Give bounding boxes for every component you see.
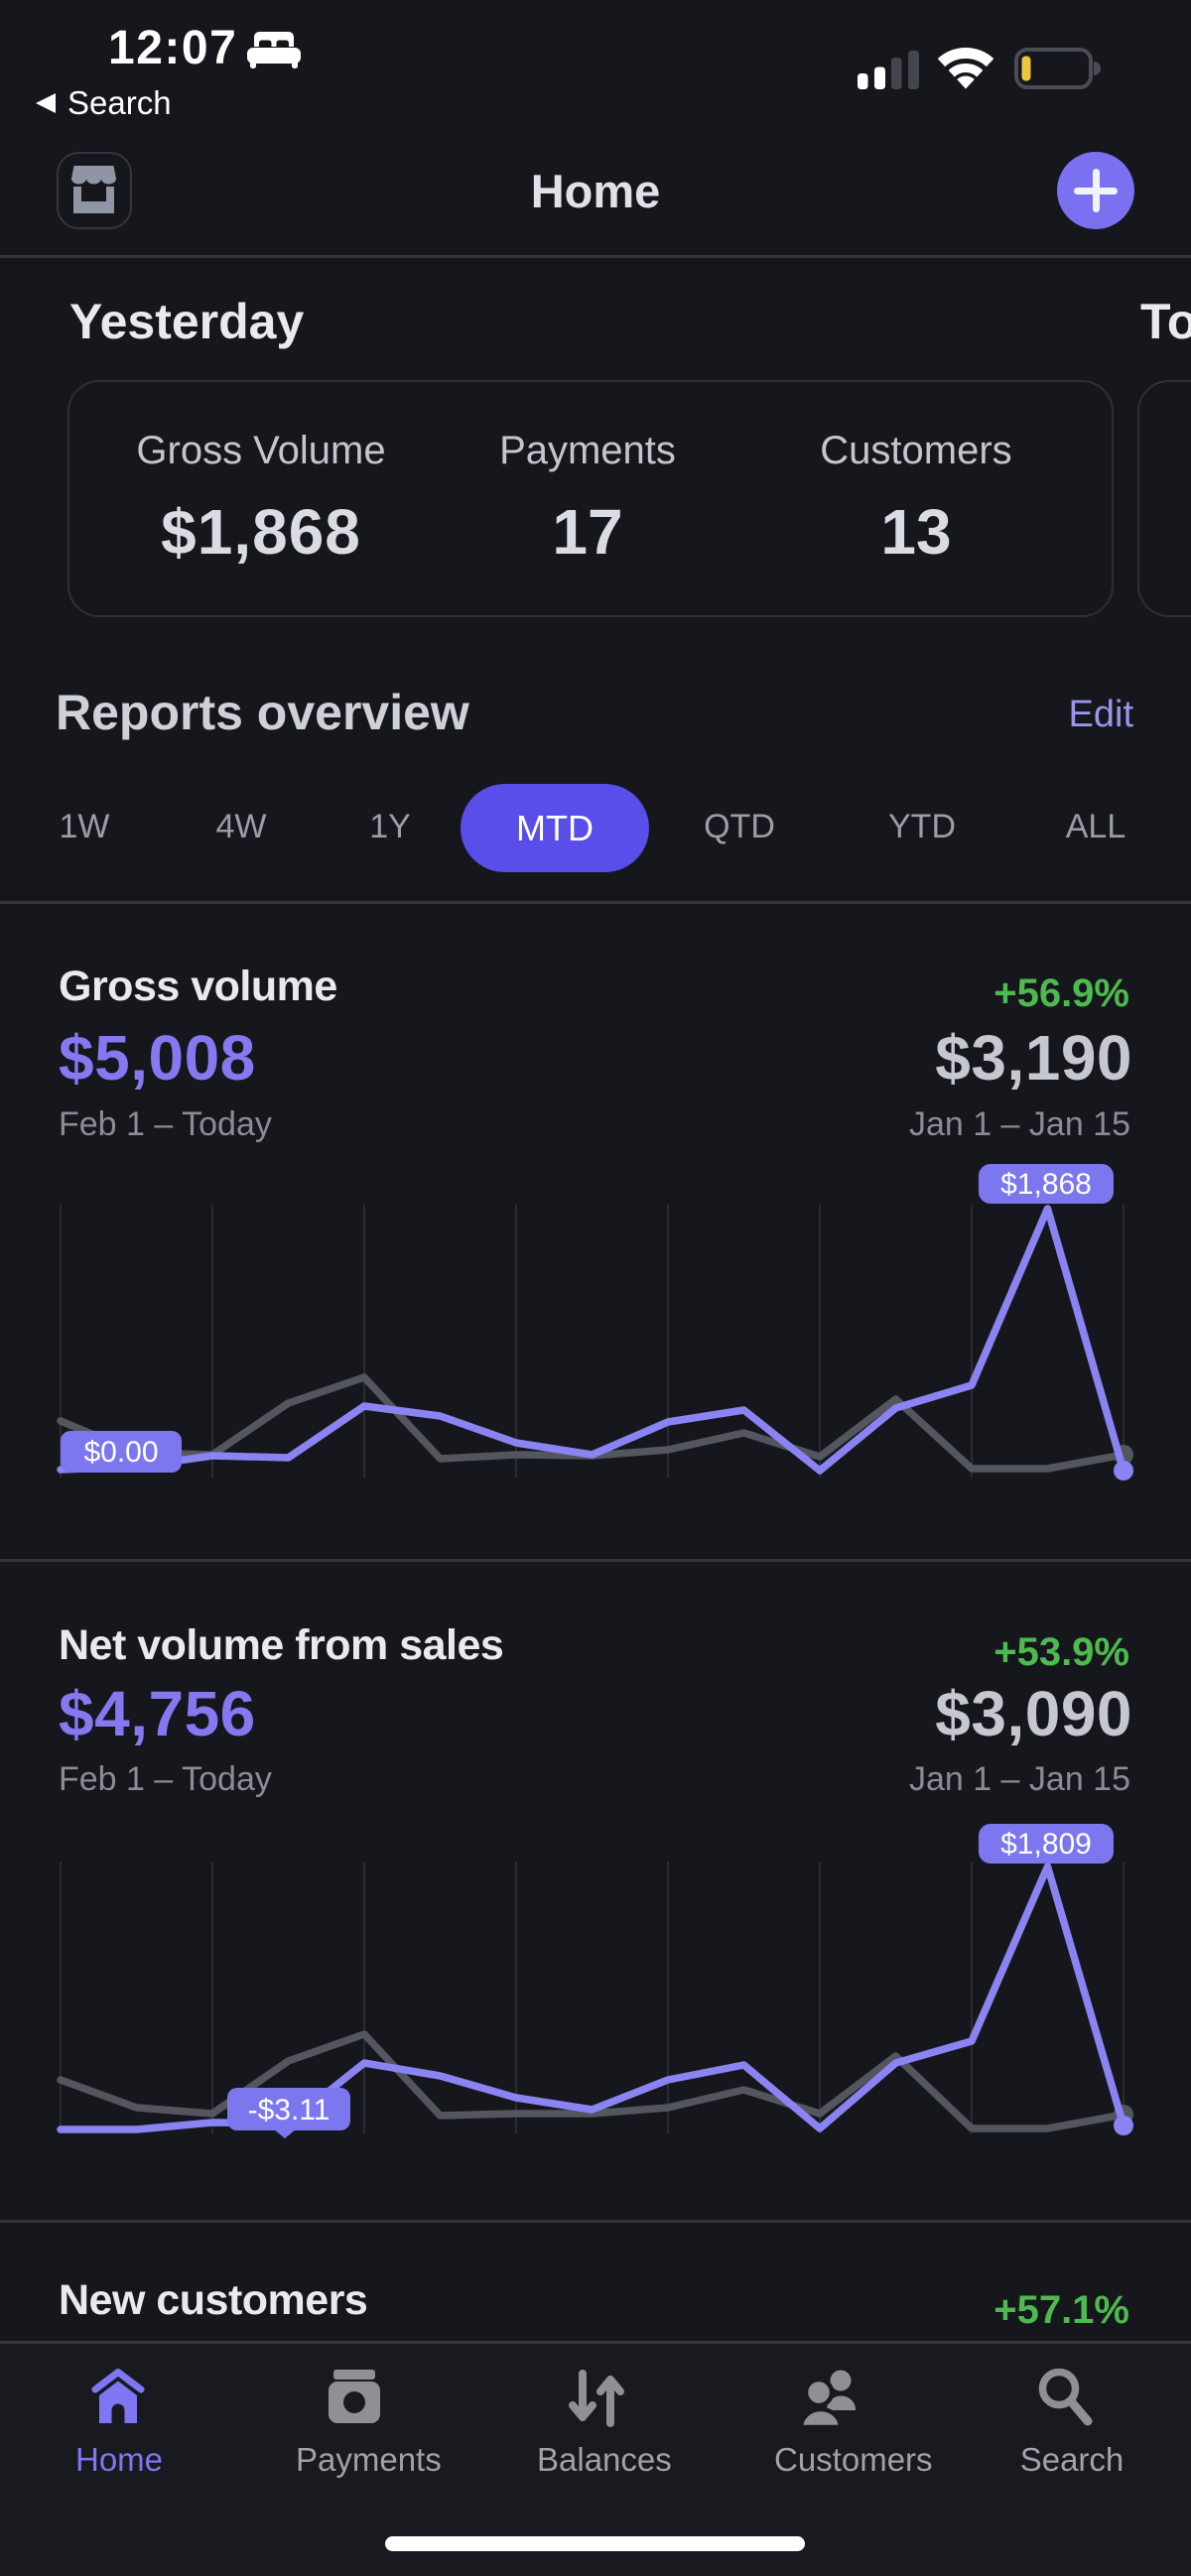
svg-text:$1,809: $1,809 [1000,1828,1092,1861]
svg-text:-$3.11: -$3.11 [248,2094,331,2126]
svg-text:$1,868: $1,868 [1000,1168,1092,1201]
svg-text:$0.00: $0.00 [83,1436,158,1469]
